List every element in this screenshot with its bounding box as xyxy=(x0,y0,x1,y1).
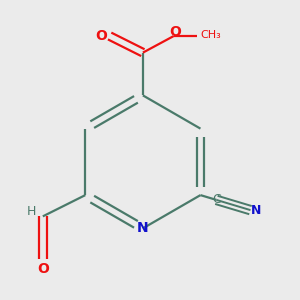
Text: O: O xyxy=(95,29,107,43)
Text: O: O xyxy=(37,262,49,276)
Text: O: O xyxy=(169,26,181,40)
Text: H: H xyxy=(26,205,36,218)
Text: N: N xyxy=(137,221,149,236)
Text: CH₃: CH₃ xyxy=(200,30,221,40)
Text: C: C xyxy=(212,194,221,206)
Text: N: N xyxy=(251,204,262,217)
